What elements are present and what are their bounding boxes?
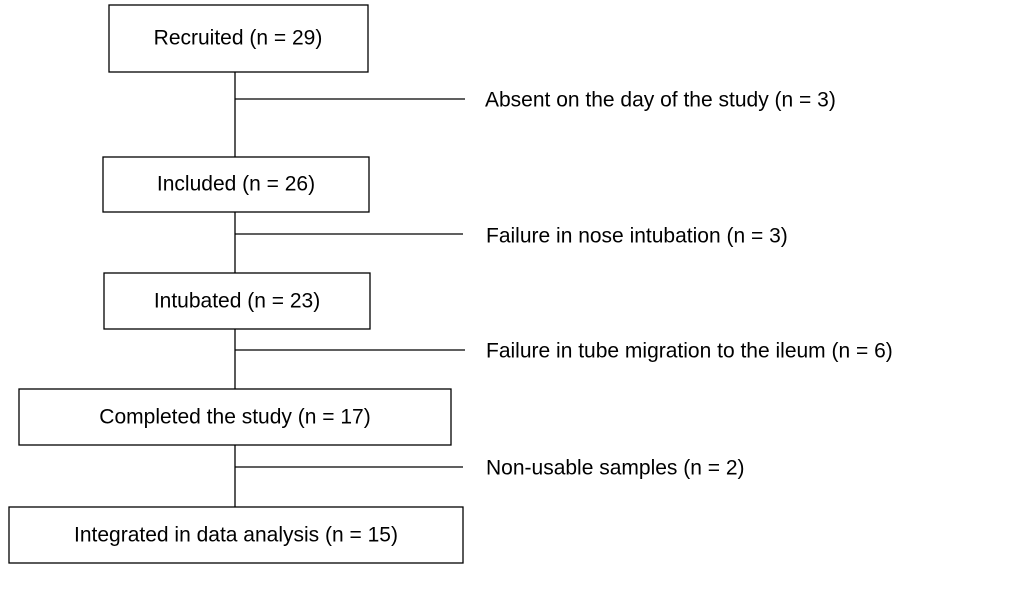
node-box: [8, 506, 464, 564]
exclusion-label: Failure in nose intubation (n = 3): [486, 225, 788, 248]
node-box: [18, 388, 452, 446]
exclusion-label: Failure in tube migration to the ileum (…: [486, 340, 893, 363]
node-box: [108, 4, 369, 73]
exclusion-label: Non-usable samples (n = 2): [486, 457, 745, 480]
node-label: Intubated (n = 23): [154, 290, 320, 313]
node-box: [102, 156, 370, 213]
node-label: Included (n = 26): [157, 173, 315, 196]
exclusion-label: Absent on the day of the study (n = 3): [485, 89, 836, 112]
node-label: Integrated in data analysis (n = 15): [74, 524, 398, 547]
node-label: Completed the study (n = 17): [99, 406, 370, 429]
node-label: Recruited (n = 29): [154, 27, 323, 50]
node-box: [103, 272, 371, 330]
